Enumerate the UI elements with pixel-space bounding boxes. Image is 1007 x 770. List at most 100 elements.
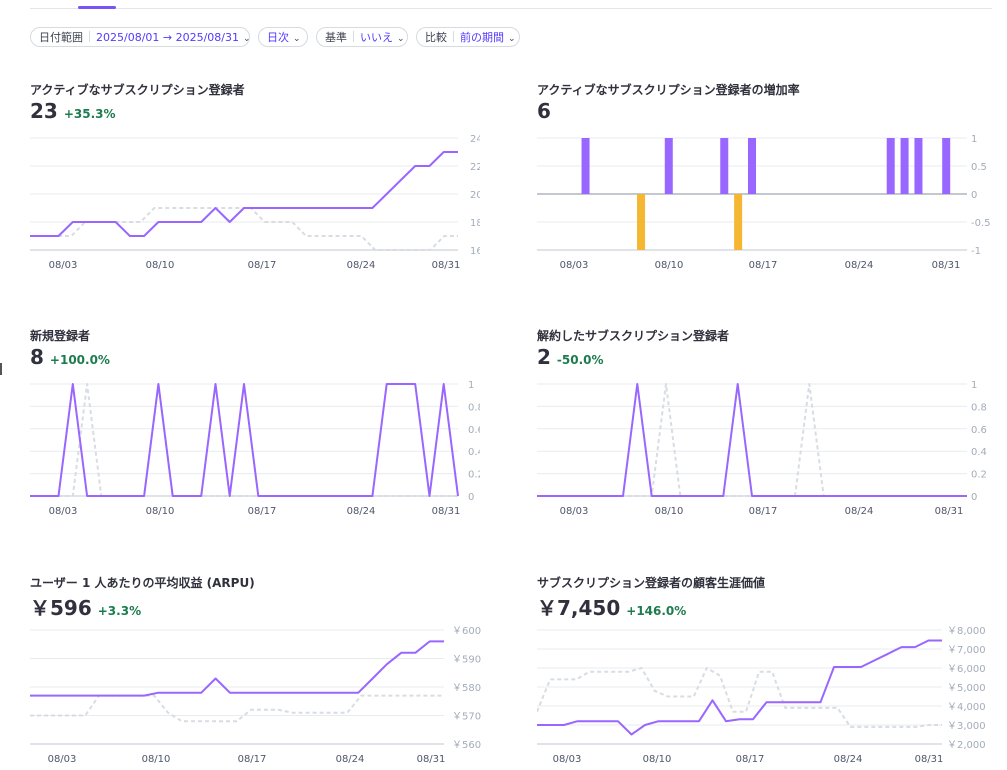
chevron-down-icon: ⌄ <box>243 34 251 44</box>
x-tick-label: 08/10 <box>655 260 684 271</box>
x-tick-label: 08/10 <box>142 754 171 765</box>
panel-churned-subscribers: 解約したサブスクリプション登録者 2 -50.0% <box>537 327 977 527</box>
change-badge: -50.0% <box>556 353 604 367</box>
text-cursor <box>0 363 2 375</box>
change-badge: +3.3% <box>97 604 142 618</box>
series-current-line <box>537 383 967 497</box>
y-tick-label: -0.5 <box>971 218 991 229</box>
series-current-line <box>30 151 458 237</box>
metric-value: 23 <box>30 99 58 123</box>
y-tick-label: ￥580 <box>452 683 481 694</box>
panel-arpu: ユーザー 1 人あたりの平均収益 (ARPU) ￥596 +3.3% <box>30 574 470 764</box>
y-tick-label: 0 <box>971 190 977 201</box>
bar <box>637 194 646 250</box>
series-previous-line <box>30 207 458 251</box>
x-tick-label: 08/24 <box>845 260 874 271</box>
x-tick-label: 08/24 <box>347 260 376 271</box>
chart-churned-subscribers: 0 0.2 0.4 0.6 0.8 1 08/03 08/10 08/17 08/24 08/31 <box>537 380 987 517</box>
chevron-down-icon: ⌄ <box>293 34 301 44</box>
panel-value: 2 -50.0% <box>537 345 604 369</box>
x-tick-label: 08/10 <box>643 754 672 765</box>
x-tick-label: 08/31 <box>915 754 944 765</box>
chevron-down-icon: ⌄ <box>508 34 516 44</box>
bar <box>900 138 909 194</box>
y-tick-label: 0.4 <box>971 447 987 458</box>
y-tick-label: ￥570 <box>452 712 481 723</box>
date-range-filter[interactable]: 日付範囲 2025/08/01 → 2025/08/31 ⌄ <box>30 27 251 47</box>
panel-title: ユーザー 1 人あたりの平均収益 (ARPU) <box>30 576 255 590</box>
y-tick-label: 1 <box>971 134 977 145</box>
bar <box>886 138 895 194</box>
y-tick-label: 0.5 <box>971 162 987 173</box>
x-tick-label: 08/17 <box>749 506 778 517</box>
x-tick-label: 08/31 <box>932 260 961 271</box>
active-tab-indicator <box>78 6 116 9</box>
panel-title: 解約したサブスクリプション登録者 <box>537 329 730 343</box>
y-tick-label: 18 <box>470 218 480 229</box>
interval-filter[interactable]: 日次 ⌄ <box>258 27 308 47</box>
y-tick-label: ￥7,000 <box>947 645 986 656</box>
y-tick-label: 20 <box>470 190 480 201</box>
series-previous-line <box>537 383 967 497</box>
compare-value: 前の期間 <box>460 31 504 44</box>
y-tick-label: ￥4,000 <box>947 702 986 713</box>
panel-ltv: サブスクリプション登録者の顧客生涯価値 ￥7,450 +146.0% <box>537 574 977 764</box>
chevron-down-icon: ⌄ <box>397 34 405 44</box>
date-range-value: 2025/08/01 → 2025/08/31 <box>96 31 240 44</box>
panel-value: 6 <box>537 99 551 123</box>
y-tick-label: 0.2 <box>971 470 987 481</box>
x-tick-label: 08/24 <box>834 754 863 765</box>
y-tick-label: ￥590 <box>452 655 481 666</box>
x-tick-label: 08/17 <box>736 754 765 765</box>
bar <box>581 138 590 194</box>
compare-filter[interactable]: 比較 前の期間 ⌄ <box>416 27 520 47</box>
x-tick-label: 08/17 <box>248 506 277 517</box>
chart-ltv: ￥2,000 ￥3,000 ￥4,000 ￥5,000 ￥6,000 ￥7,000 ￥8,0… <box>537 626 986 765</box>
metric-value: ￥596 <box>30 596 92 620</box>
panel-value: 8 +100.0% <box>30 345 110 369</box>
y-tick-label: 0.2 <box>468 470 480 481</box>
x-tick-label: 08/17 <box>248 260 277 271</box>
bar <box>942 138 951 194</box>
y-tick-label: ￥2,000 <box>947 740 986 751</box>
panel-value: ￥7,450 +146.0% <box>537 592 686 621</box>
series-previous-line <box>537 667 942 728</box>
metric-value: 2 <box>537 345 551 369</box>
change-badge: +146.0% <box>626 604 687 618</box>
y-tick-label: 0.6 <box>971 425 987 436</box>
x-tick-label: 08/31 <box>432 260 461 271</box>
panel-title: 新規登録者 <box>30 329 91 343</box>
x-tick-label: 08/10 <box>655 506 684 517</box>
y-tick-label: 16 <box>470 246 480 257</box>
x-tick-label: 08/10 <box>146 506 175 517</box>
bar <box>748 138 756 194</box>
x-tick-label: 08/24 <box>347 506 376 517</box>
basis-filter[interactable]: 基準 いいえ ⌄ <box>316 27 408 47</box>
y-tick-label: 0.4 <box>468 447 480 458</box>
x-tick-label: 08/24 <box>845 506 874 517</box>
series-previous-line <box>30 383 458 497</box>
series-previous-line <box>30 694 444 723</box>
basis-label: 基準 <box>325 31 347 44</box>
y-tick-label: ￥560 <box>452 740 481 751</box>
panel-subscriber-growth: アクティブなサブスクリプション登録者の増加率 6 <box>537 81 977 281</box>
series-current-line <box>30 640 444 697</box>
bar <box>664 138 673 194</box>
x-tick-label: 08/17 <box>238 754 267 765</box>
y-tick-label: ￥6,000 <box>947 664 986 675</box>
interval-value: 日次 <box>267 31 289 44</box>
panel-title: サブスクリプション登録者の顧客生涯価値 <box>537 576 766 590</box>
series-current-line <box>537 639 942 736</box>
chart-new-subscribers: 0 0.2 0.4 0.6 0.8 1 08/03 08/10 08/17 08/24 08/31 <box>30 380 480 517</box>
panel-value: 23 +35.3% <box>30 99 116 123</box>
panel-value: ￥596 +3.3% <box>30 592 141 621</box>
y-tick-label: ￥8,000 <box>947 626 986 637</box>
x-tick-label: 08/03 <box>560 506 589 517</box>
x-tick-label: 08/31 <box>935 506 964 517</box>
series-current-line <box>30 383 459 497</box>
y-tick-label: 0.8 <box>971 402 987 413</box>
date-range-label: 日付範囲 <box>39 31 83 44</box>
y-tick-label: 0 <box>468 492 474 503</box>
x-tick-label: 08/31 <box>417 754 446 765</box>
y-tick-label: 24 <box>470 134 480 145</box>
